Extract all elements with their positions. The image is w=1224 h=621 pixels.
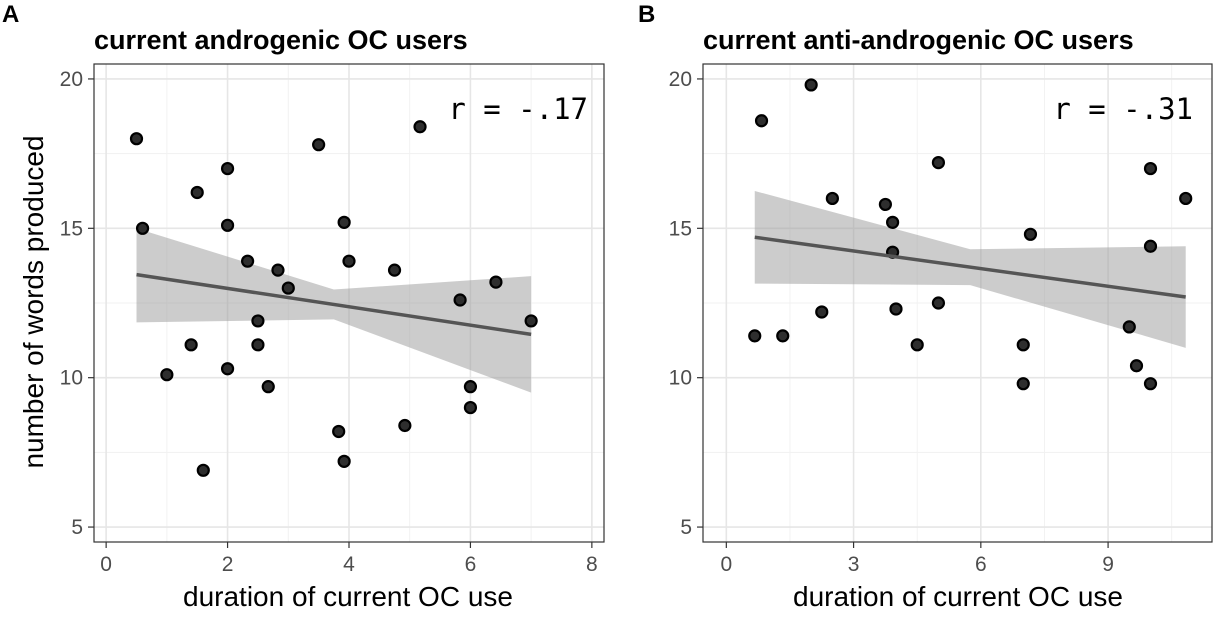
panel-a-plot: 0 2 4 6 8 5 10 15 20 r = -.17 <box>60 63 605 576</box>
y-axis-label: number of words produced <box>18 135 49 468</box>
panel-b-y-tick-label: 20 <box>669 68 692 91</box>
panel-b-data-point <box>1129 359 1144 373</box>
panel-a-y-tick-label: 20 <box>60 68 83 91</box>
panel-a-data-point <box>251 338 265 352</box>
panel-a-data-point <box>271 263 285 277</box>
panel-b-letter: B <box>638 1 655 28</box>
panel-b-data-point <box>931 155 946 170</box>
panel-b-data-point <box>815 305 829 319</box>
panel-a-regression-line <box>136 272 532 337</box>
panel-a-x-tick-label: 8 <box>586 553 598 576</box>
panel-b-data-point <box>804 78 818 92</box>
panel-b-confidence-band <box>754 190 1186 348</box>
panel-b-data-point <box>1016 377 1030 391</box>
panel-b-x-tick-label: 0 <box>720 553 732 576</box>
panel-a-title: current androgenic OC users <box>94 25 468 55</box>
panel-a-data-point <box>453 293 467 307</box>
panel-a-data-point <box>160 368 174 382</box>
panel-b-data-point <box>1122 320 1136 334</box>
panel-b-x-tick-label: 6 <box>975 553 987 576</box>
panel-a-data-point <box>337 215 351 229</box>
panel-a-correlation-label: r = -.17 <box>448 92 588 126</box>
panel-b-data-point <box>889 302 903 316</box>
panel-b-data-point <box>878 197 892 212</box>
panel-a-confidence-band <box>136 228 532 393</box>
panel-b-data-point <box>754 114 769 128</box>
panel-b-y-tick-label: 5 <box>680 516 692 539</box>
panel-a-data-point <box>332 424 346 439</box>
panel-a-data-point <box>135 221 150 235</box>
panel-a-x-tick-label: 6 <box>465 553 477 576</box>
panel-b-regression-line <box>754 235 1186 299</box>
panel-a-frame <box>93 63 605 543</box>
panel-b-data-point <box>748 329 762 343</box>
panel-a-data-point <box>190 185 204 200</box>
panel-a-data-point <box>463 380 478 394</box>
panel-b-plot: 0 3 6 9 5 10 15 20 r = -.31 <box>669 63 1213 576</box>
panel-a-x-tick-label: 4 <box>343 553 355 576</box>
panel-a-data-point <box>220 218 235 232</box>
panel-a-data-point <box>251 314 265 328</box>
panel-b-data-point <box>825 191 839 206</box>
panel-a-data-point <box>261 380 275 394</box>
panel-b-x-tick-label: 9 <box>1102 553 1114 576</box>
panel-a-x-tick-label: 0 <box>100 553 112 576</box>
panel-b-data-point <box>886 215 900 229</box>
panel-a-data-point <box>413 120 427 134</box>
panel-a-x-tick-label: 2 <box>222 553 234 576</box>
panel-b-frame <box>702 63 1213 543</box>
panel-a-data-point <box>463 400 478 415</box>
panel-b-data-point <box>1143 239 1158 253</box>
panel-a-data-point <box>196 463 210 477</box>
panel-a-data-point <box>342 254 356 268</box>
panel-a-data-point <box>398 418 412 433</box>
panel-a-letter: A <box>2 1 19 28</box>
panel-b-x-tick-label: 3 <box>848 553 860 576</box>
panel-b-data-point <box>1143 377 1158 391</box>
panel-a-data-point <box>220 161 235 176</box>
panel-b-y-tick-label: 15 <box>669 217 692 240</box>
panel-a-data-point <box>241 254 255 268</box>
panel-a-y-tick-label: 10 <box>60 367 83 390</box>
panel-b-data-point <box>776 329 790 343</box>
panel-a-x-axis-label: duration of current OC use <box>183 581 513 612</box>
panel-a-data-point <box>129 132 144 146</box>
panel-a-data-point <box>312 138 326 152</box>
panel-b: B current anti-androgenic OC users 0 3 6 9 5… <box>638 1 1213 612</box>
panel-b-data-point <box>1143 161 1158 176</box>
panel-b-data-point <box>1023 227 1038 241</box>
panel-b-data-point <box>931 296 946 310</box>
panel-b-data-point <box>1179 191 1193 206</box>
panel-b-title: current anti-androgenic OC users <box>703 25 1134 55</box>
panel-b-data-point <box>1016 338 1030 352</box>
panel-a: A current androgenic OC users 0 2 4 6 8 5 10 15… <box>2 1 605 612</box>
panel-a-data-point <box>184 338 198 352</box>
panel-b-correlation-label: r = -.31 <box>1053 92 1193 126</box>
panel-a-data-point <box>337 454 351 468</box>
panel-a-data-point <box>281 281 295 295</box>
panel-a-data-point <box>524 314 538 328</box>
panel-a-data-point <box>489 275 503 289</box>
panel-a-y-tick-label: 5 <box>71 516 83 539</box>
panel-a-data-point <box>220 362 235 376</box>
panel-b-y-tick-label: 10 <box>669 367 692 390</box>
panel-b-data-point <box>910 338 924 352</box>
panel-a-data-point <box>387 263 402 277</box>
panel-a-y-tick-label: 15 <box>60 217 83 240</box>
panel-b-x-axis-label: duration of current OC use <box>793 581 1123 612</box>
